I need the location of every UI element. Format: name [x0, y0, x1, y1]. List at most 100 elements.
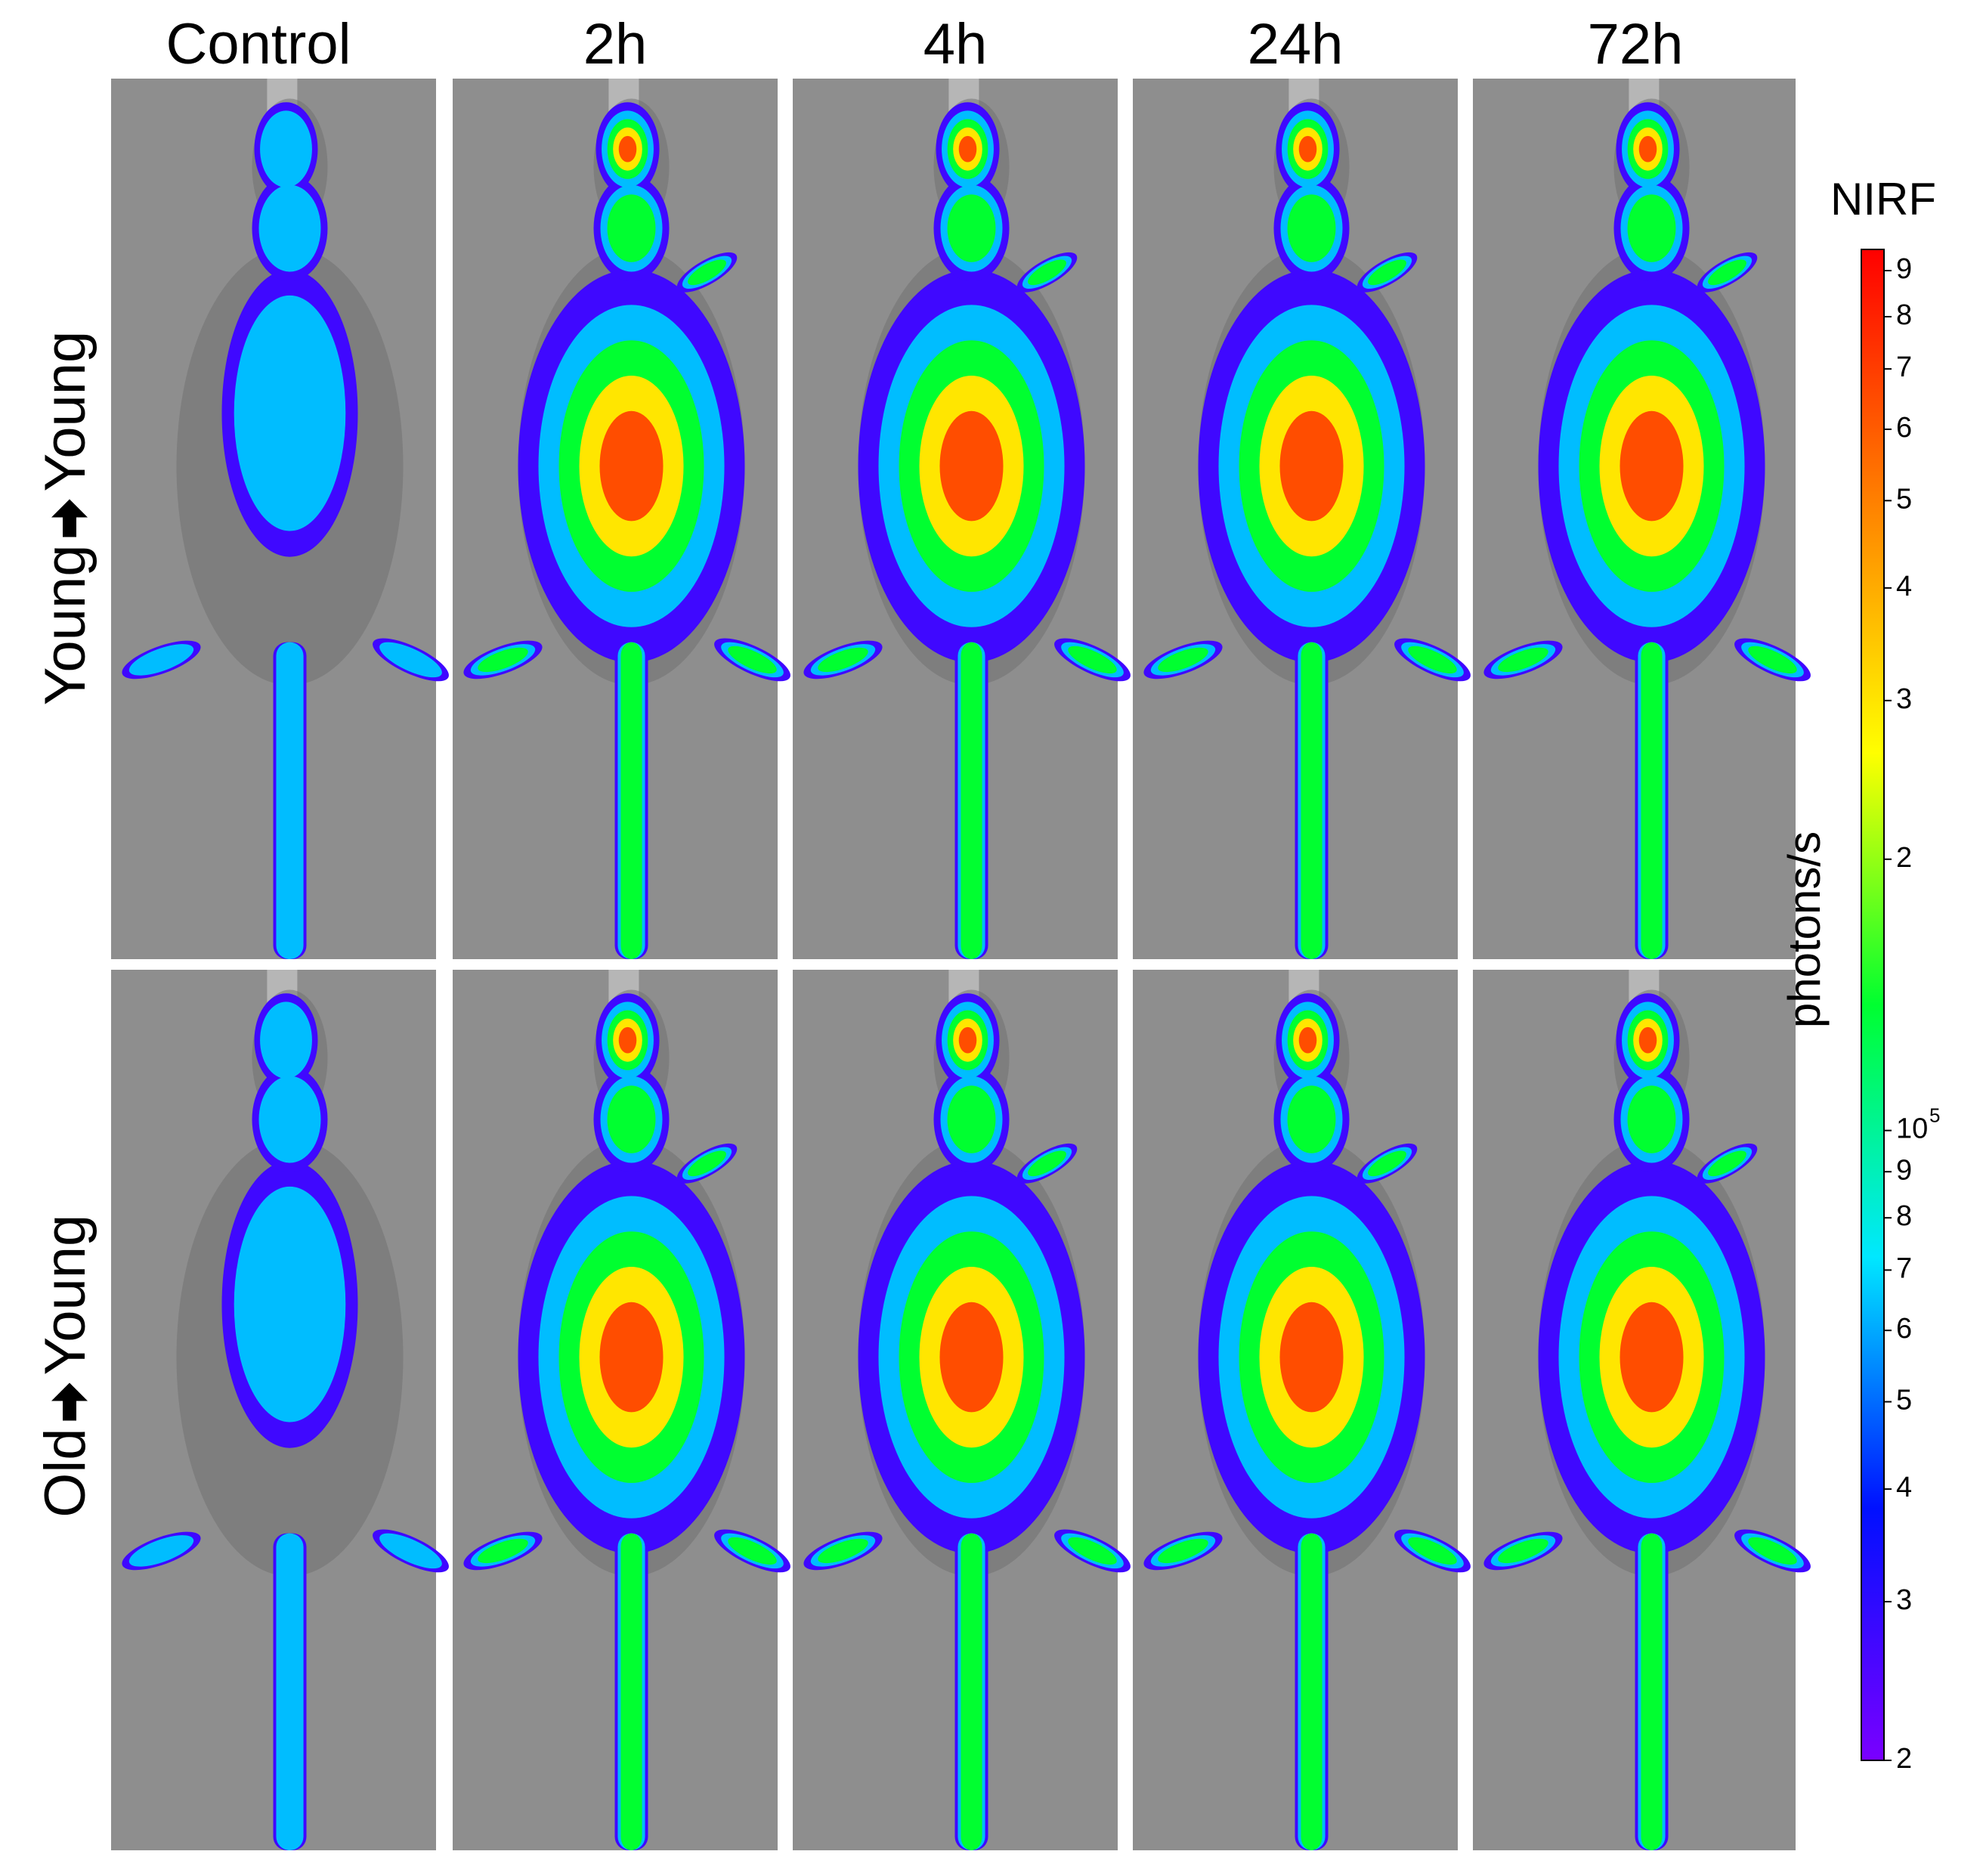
- colorbar-tick-label: 3: [1896, 683, 1912, 715]
- colorbar-title: NIRF: [1830, 174, 1936, 224]
- image-panel: [1473, 79, 1811, 959]
- signal-forelimb: [1368, 1150, 1406, 1177]
- signal-leg: [1498, 647, 1548, 673]
- signal-body: [599, 410, 664, 522]
- signal-head: [260, 1001, 312, 1079]
- signal-leg: [1748, 1537, 1797, 1565]
- image-panel: [111, 79, 449, 959]
- signal-leg: [379, 1533, 442, 1569]
- signal-leg: [1748, 645, 1797, 674]
- signal-body: [1620, 410, 1684, 522]
- row-label-to: Young: [33, 331, 97, 492]
- colorbar-tick-label: 5: [1896, 1385, 1912, 1416]
- signal-body: [1279, 410, 1344, 522]
- image-panel: [793, 970, 1131, 1850]
- colorbar-tick-label: 5: [1896, 483, 1912, 515]
- signal-neck: [1287, 194, 1336, 262]
- colorbar-tick-label: 7: [1896, 351, 1912, 383]
- signal-head: [1638, 1026, 1657, 1054]
- signal-body: [1620, 1302, 1684, 1413]
- image-panel: [1473, 970, 1811, 1850]
- signal-leg: [128, 1535, 194, 1567]
- column-header: 4h: [923, 12, 988, 76]
- signal-forelimb: [688, 1150, 726, 1177]
- signal-leg: [818, 647, 868, 673]
- signal-body: [599, 1302, 664, 1413]
- signal-tail: [276, 1533, 304, 1850]
- signal-leg: [128, 644, 194, 676]
- colorbar-unit: photons/s: [1779, 831, 1830, 1028]
- signal-leg: [1068, 645, 1117, 674]
- signal-forelimb: [688, 259, 726, 286]
- signal-tail: [961, 1533, 982, 1850]
- signal-body: [1279, 1302, 1344, 1413]
- image-panel: [1133, 970, 1471, 1850]
- colorbar-tick-label: 7: [1896, 1252, 1912, 1284]
- signal-body: [939, 1302, 1004, 1413]
- signal-head: [1638, 135, 1657, 163]
- row-arrow: [51, 1382, 88, 1421]
- signal-forelimb: [1708, 259, 1746, 286]
- signal-forelimb: [1028, 1150, 1066, 1177]
- column-header: 2h: [583, 12, 648, 76]
- signal-leg: [478, 1538, 528, 1564]
- signal-head: [1298, 135, 1317, 163]
- signal-head: [1298, 1026, 1317, 1054]
- colorbar-tick-label: 6: [1896, 1313, 1912, 1345]
- image-panel: [793, 79, 1131, 959]
- signal-leg: [1158, 1538, 1208, 1564]
- colorbar: [1861, 249, 1885, 1761]
- image-panel: [453, 970, 790, 1850]
- signal-tail: [961, 642, 982, 959]
- signal-neck: [947, 1085, 996, 1153]
- signal-tail: [620, 1533, 642, 1850]
- row-label: Old Young: [33, 1215, 97, 1518]
- signal-head: [260, 110, 312, 188]
- signal-neck: [947, 194, 996, 262]
- column-header: 72h: [1588, 12, 1684, 76]
- signal-neck: [258, 1076, 321, 1163]
- signal-body: [234, 1186, 346, 1422]
- colorbar-tick-label: 4: [1896, 571, 1912, 602]
- colorbar-tick-label: 8: [1896, 299, 1912, 331]
- signal-head: [958, 135, 977, 163]
- row-label: Young Young: [33, 331, 97, 706]
- colorbar-tick-label: 2: [1896, 842, 1912, 874]
- colorbar-tick-label: 6: [1896, 412, 1912, 444]
- signal-tail: [1301, 1533, 1323, 1850]
- image-panel: [111, 970, 449, 1850]
- row-label-from: Old: [33, 1429, 97, 1518]
- signal-forelimb: [1028, 259, 1066, 286]
- signal-leg: [478, 647, 528, 673]
- signal-leg: [818, 1538, 868, 1564]
- signal-leg: [1068, 1537, 1117, 1565]
- signal-neck: [1627, 1085, 1676, 1153]
- signal-forelimb: [1368, 259, 1406, 286]
- signal-neck: [258, 184, 321, 272]
- signal-tail: [1641, 1533, 1663, 1850]
- image-panel: [1133, 79, 1471, 959]
- colorbar-tick-label: 9: [1896, 253, 1912, 285]
- column-header: 24h: [1248, 12, 1344, 76]
- colorbar-tick-label: 3: [1896, 1584, 1912, 1616]
- row-label-to: Young: [33, 1215, 97, 1376]
- colorbar-tick-label: 10: [1896, 1113, 1928, 1145]
- signal-neck: [1287, 1085, 1336, 1153]
- signal-head: [958, 1026, 977, 1054]
- signal-forelimb: [1708, 1150, 1746, 1177]
- signal-tail: [1641, 642, 1663, 959]
- signal-neck: [607, 194, 656, 262]
- signal-head: [618, 1026, 637, 1054]
- signal-leg: [1158, 647, 1208, 673]
- signal-body: [939, 410, 1004, 522]
- signal-neck: [1627, 194, 1676, 262]
- signal-body: [234, 295, 346, 531]
- signal-leg: [728, 645, 777, 674]
- row-label-from: Young: [33, 545, 97, 706]
- row-arrow: [51, 499, 88, 537]
- colorbar-tick-label: 2: [1896, 1743, 1912, 1775]
- signal-leg: [1408, 1537, 1457, 1565]
- column-header: Control: [166, 12, 351, 76]
- signal-neck: [607, 1085, 656, 1153]
